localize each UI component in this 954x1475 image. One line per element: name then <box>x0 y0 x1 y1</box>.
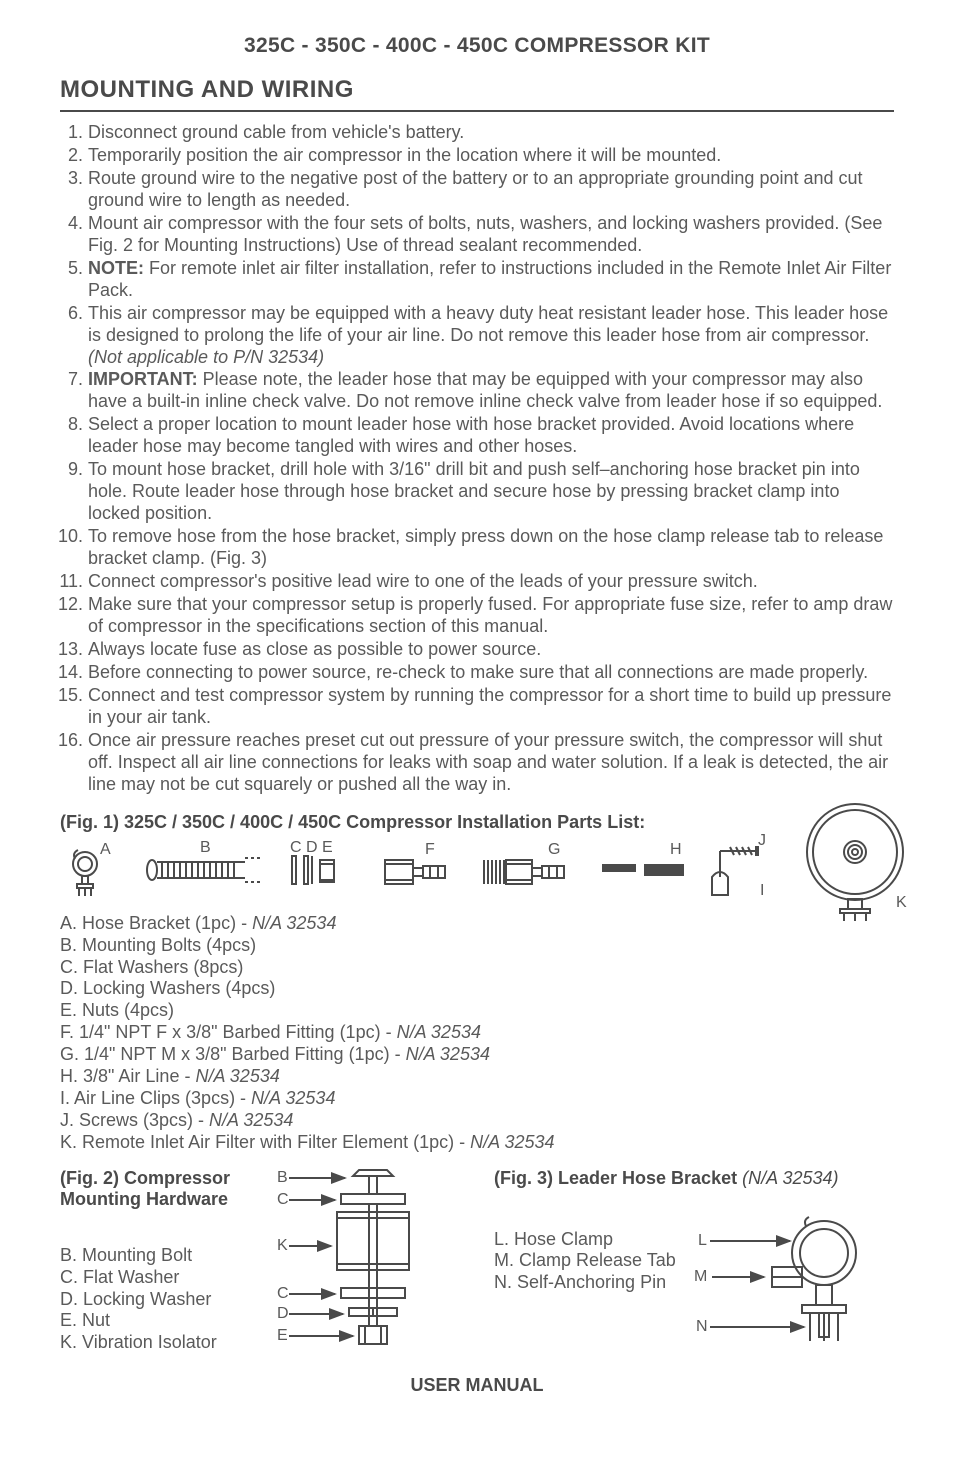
parts-item: B. Mounting Bolts (4pcs) <box>60 935 894 957</box>
fig2-item: K. Vibration Isolator <box>60 1332 267 1354</box>
fig2-item: D. Locking Washer <box>60 1289 267 1311</box>
step-item: Route ground wire to the negative post o… <box>88 168 894 212</box>
fig1-title: (Fig. 1) 325C / 350C / 400C / 450C Compr… <box>60 812 894 833</box>
rule <box>60 110 894 112</box>
doc-title: 325C - 350C - 400C - 450C COMPRESSOR KIT <box>60 34 894 58</box>
fig1-icon-f: F <box>380 842 460 902</box>
fig3-title: (Fig. 3) Leader Hose Bracket (N/A 32534) <box>494 1168 894 1189</box>
fig2-label-b: B <box>277 1169 288 1186</box>
step-item: Make sure that your compressor setup is … <box>88 594 894 638</box>
fig3-list: L. Hose ClampM. Clamp Release TabN. Self… <box>494 1229 694 1294</box>
step-item: Select a proper location to mount leader… <box>88 414 894 458</box>
fig2-item: C. Flat Washer <box>60 1267 267 1289</box>
parts-item: E. Nuts (4pcs) <box>60 1000 894 1022</box>
step-item: Once air pressure reaches preset cut out… <box>88 730 894 796</box>
section-title: MOUNTING AND WIRING <box>60 76 894 104</box>
fig1-icon-cde: C D E <box>290 842 360 902</box>
step-item: Connect and test compressor system by ru… <box>88 685 894 729</box>
step-item: Connect compressor's positive lead wire … <box>88 571 894 593</box>
fig1-label-f: F <box>425 841 435 858</box>
fig2-list: B. Mounting BoltC. Flat WasherD. Locking… <box>60 1245 267 1353</box>
fig3-label-m: M <box>694 1268 707 1285</box>
fig1-icon-b: B <box>140 842 270 902</box>
step-item: Disconnect ground cable from vehicle's b… <box>88 122 894 144</box>
fig2-label-c2: C <box>277 1285 289 1302</box>
fig2-item: B. Mounting Bolt <box>60 1245 267 1267</box>
fig1-icons: A B C <box>60 837 894 907</box>
fig1-label-b: B <box>200 839 211 856</box>
step-item: To mount hose bracket, drill hole with 3… <box>88 459 894 525</box>
fig1-icon-k: K <box>800 797 910 927</box>
parts-item: J. Screws (3pcs) - N/A 32534 <box>60 1110 894 1132</box>
parts-item: G. 1/4" NPT M x 3/8" Barbed Fitting (1pc… <box>60 1044 894 1066</box>
fig1-label-g: G <box>548 841 560 858</box>
fig1-label-i: I <box>760 882 764 899</box>
fig2-diagram: B C K C D E <box>267 1168 484 1363</box>
steps-list: Disconnect ground cable from vehicle's b… <box>60 122 894 796</box>
fig3-item: M. Clamp Release Tab <box>494 1250 694 1272</box>
fig2-label-k: K <box>277 1237 288 1254</box>
fig2-label-c1: C <box>277 1191 289 1208</box>
parts-item: F. 1/4" NPT F x 3/8" Barbed Fitting (1pc… <box>60 1022 894 1044</box>
parts-item: D. Locking Washers (4pcs) <box>60 978 894 1000</box>
footer: USER MANUAL <box>60 1375 894 1396</box>
fig1-label-c: C <box>290 839 302 856</box>
parts-item: A. Hose Bracket (1pc) - N/A 32534 <box>60 913 894 935</box>
parts-item: K. Remote Inlet Air Filter with Filter E… <box>60 1132 894 1154</box>
fig1-icon-a: A <box>60 842 120 902</box>
parts-item: H. 3/8" Air Line - N/A 32534 <box>60 1066 894 1088</box>
fig1-icon-ij: J I <box>710 837 780 907</box>
fig1-label-k: K <box>896 894 907 911</box>
step-item: To remove hose from the hose bracket, si… <box>88 526 894 570</box>
step-item: This air compressor may be equipped with… <box>88 303 894 369</box>
fig2-label-e: E <box>277 1327 288 1344</box>
fig2-label-d: D <box>277 1305 289 1322</box>
fig1-icon-g: G <box>480 842 580 902</box>
fig3-label-n: N <box>696 1318 708 1335</box>
fig1-label-h: H <box>670 841 682 858</box>
step-item: Mount air compressor with the four sets … <box>88 213 894 257</box>
fig1-label-j: J <box>758 832 766 849</box>
step-item: Always locate fuse as close as possible … <box>88 639 894 661</box>
fig3-diagram: L M N <box>694 1213 894 1363</box>
fig1-label-e: E <box>322 839 333 856</box>
step-item: NOTE: For remote inlet air filter instal… <box>88 258 894 302</box>
fig1-icon-h: H <box>600 842 690 902</box>
parts-item: I. Air Line Clips (3pcs) - N/A 32534 <box>60 1088 894 1110</box>
fig2-title: (Fig. 2) Compressor Mounting Hardware <box>60 1168 267 1209</box>
step-item: Before connecting to power source, re-ch… <box>88 662 894 684</box>
fig2-item: E. Nut <box>60 1310 267 1332</box>
step-item: Temporarily position the air compressor … <box>88 145 894 167</box>
fig3-item: L. Hose Clamp <box>494 1229 694 1251</box>
fig1-label-d: D <box>306 839 318 856</box>
fig3-item: N. Self-Anchoring Pin <box>494 1272 694 1294</box>
step-item: IMPORTANT: Please note, the leader hose … <box>88 369 894 413</box>
fig1-parts-list: A. Hose Bracket (1pc) - N/A 32534B. Moun… <box>60 913 894 1154</box>
parts-item: C. Flat Washers (8pcs) <box>60 957 894 979</box>
fig3-label-l: L <box>698 1232 707 1249</box>
fig1-label-a: A <box>100 841 111 858</box>
